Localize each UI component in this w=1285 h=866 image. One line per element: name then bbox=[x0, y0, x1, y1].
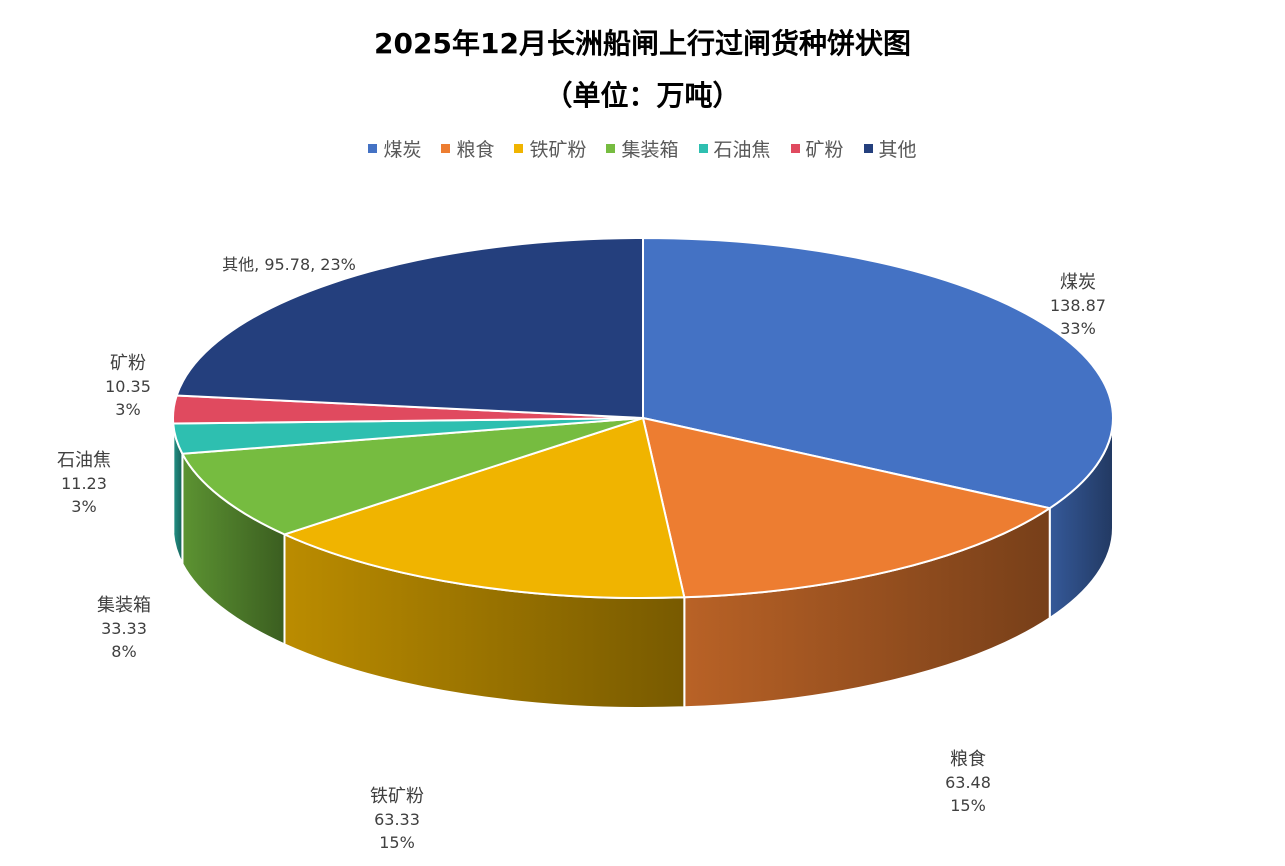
chart-title: 2025年12月长洲船闸上行过闸货种饼状图 bbox=[374, 27, 911, 60]
legend-label: 石油焦 bbox=[713, 139, 771, 161]
data-label: 石油焦 11.23 3% bbox=[57, 450, 111, 516]
chart-subtitle: （单位：万吨） bbox=[544, 79, 741, 112]
legend-item: 矿粉 bbox=[790, 135, 844, 162]
pie-slice bbox=[642, 237, 1114, 510]
legend-item: 煤炭 bbox=[368, 135, 421, 162]
pie-slice bbox=[175, 237, 644, 419]
pie-slice bbox=[642, 417, 1051, 599]
data-label: 煤炭 138.87 33% bbox=[1050, 272, 1106, 338]
legend-label: 矿粉 bbox=[805, 139, 844, 161]
legend-swatch bbox=[698, 144, 708, 153]
legend-item: 铁矿粉 bbox=[514, 135, 586, 162]
legend-swatch bbox=[368, 144, 378, 153]
legend-item: 石油焦 bbox=[698, 135, 771, 162]
legend-swatch bbox=[863, 144, 873, 153]
data-label: 粮食 63.48 15% bbox=[945, 749, 991, 815]
legend-item: 其他 bbox=[863, 135, 917, 162]
pie-slice bbox=[181, 417, 644, 536]
pie-slice bbox=[283, 417, 686, 599]
legend-swatch bbox=[606, 144, 616, 153]
legend-swatch bbox=[441, 144, 451, 153]
legend-swatch bbox=[514, 144, 524, 153]
legend-label: 粮食 bbox=[456, 139, 495, 161]
data-label: 矿粉 10.35 3% bbox=[105, 353, 151, 419]
legend-label: 其他 bbox=[878, 139, 917, 161]
chart-legend: 煤炭 粮食 铁矿粉 集装箱 石油焦 矿粉 其他 bbox=[0, 135, 1285, 162]
data-label: 集装箱 33.33 8% bbox=[97, 595, 151, 661]
legend-label: 集装箱 bbox=[621, 139, 679, 161]
legend-label: 煤炭 bbox=[383, 139, 422, 161]
legend-item: 粮食 bbox=[441, 135, 494, 162]
data-label: 铁矿粉 63.33 15% bbox=[370, 786, 424, 852]
legend-label: 铁矿粉 bbox=[529, 139, 587, 161]
data-label: 其他, 95.78, 23% bbox=[222, 255, 356, 274]
legend-item: 集装箱 bbox=[606, 135, 679, 162]
legend-swatch bbox=[790, 144, 800, 153]
